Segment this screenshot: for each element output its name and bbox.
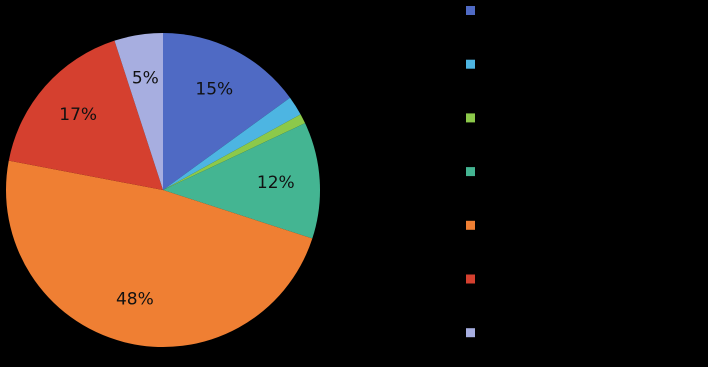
legend-swatch xyxy=(466,59,475,69)
legend-swatch xyxy=(466,220,475,230)
legend-swatch xyxy=(466,6,475,15)
pie-slice xyxy=(8,40,164,190)
data-label: 15% xyxy=(195,79,233,99)
legend-swatch xyxy=(466,167,475,177)
pie-slice xyxy=(163,97,301,190)
legend-swatch xyxy=(466,113,475,123)
pie-slice xyxy=(163,123,320,239)
pie-slice xyxy=(163,33,291,190)
data-label: 48% xyxy=(116,289,154,309)
data-label: 5% xyxy=(132,68,159,88)
legend-swatch xyxy=(466,328,475,338)
legend-swatch xyxy=(466,274,475,284)
pie-slice xyxy=(114,33,163,190)
data-label: 17% xyxy=(59,105,97,125)
pie-slice xyxy=(5,160,313,348)
pie-slice xyxy=(163,114,306,190)
data-label: 12% xyxy=(257,173,295,193)
